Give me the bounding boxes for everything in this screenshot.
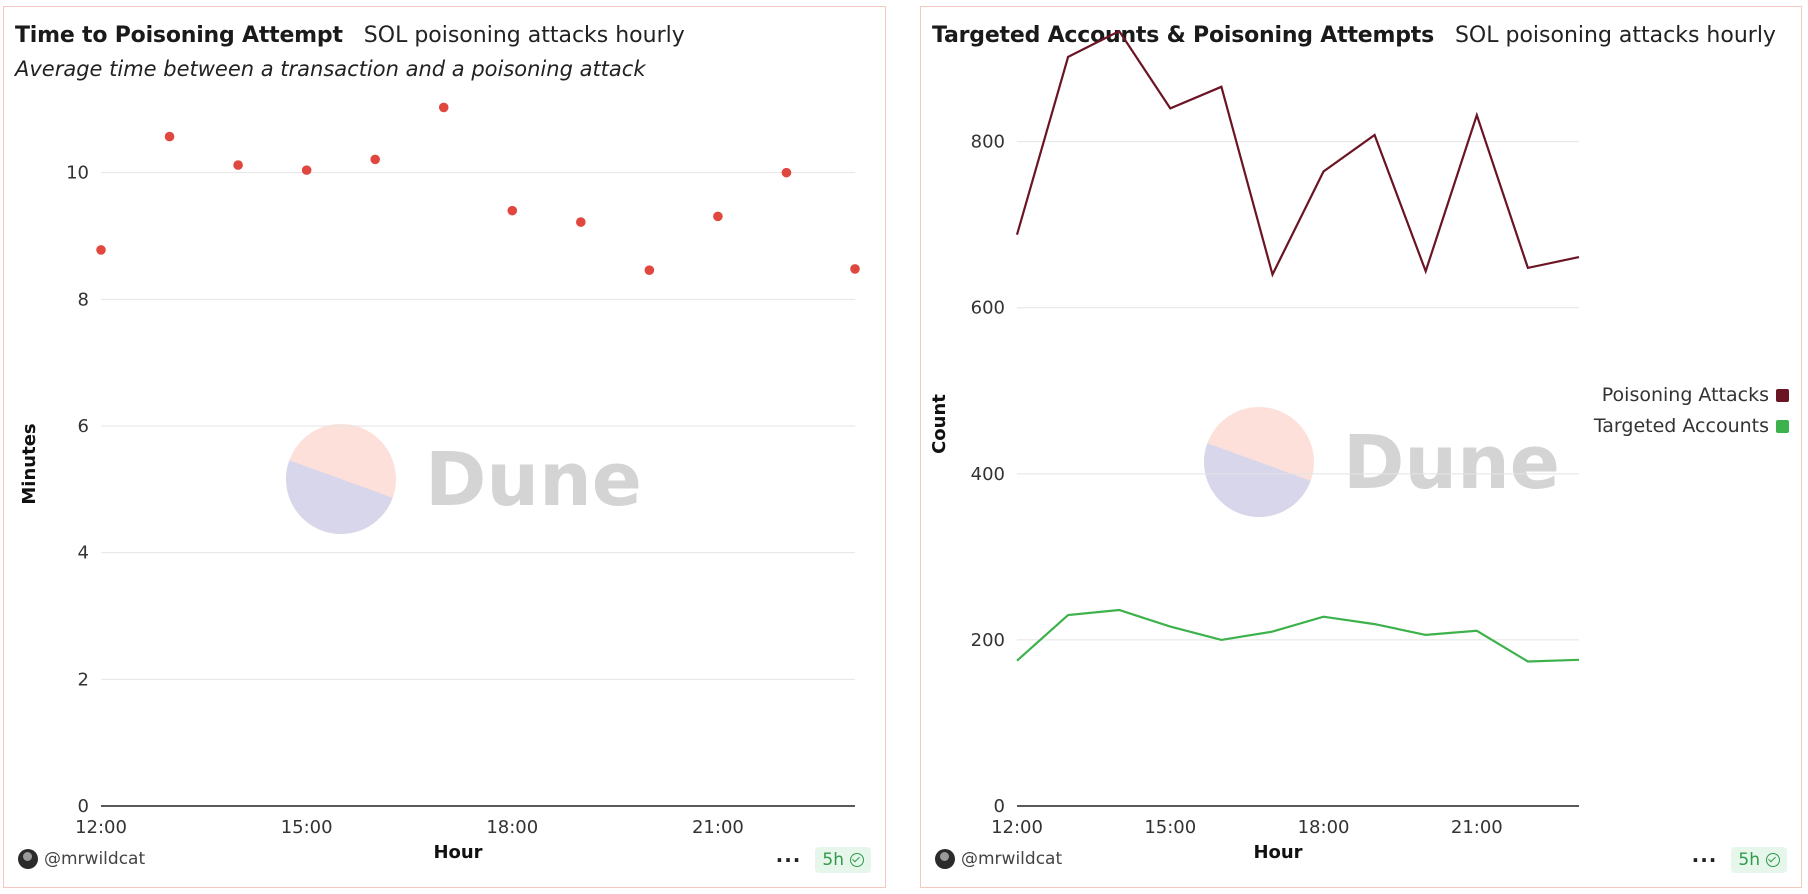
panel-actions: ··· 5h [1692,847,1787,873]
author-name[interactable]: @mrwildcat [44,849,146,869]
scatter-point [781,167,792,178]
y-tick-label: 8 [78,289,89,310]
y-tick-label: 10 [66,163,89,184]
scatter-point [96,245,106,255]
legend-label: Poisoning Attacks [1602,384,1769,406]
x-tick-label: 21:00 [692,817,744,838]
y-tick-label: 0 [994,796,1005,817]
watermark-slice [1204,443,1311,517]
x-tick-label: 18:00 [486,817,538,838]
author-credit[interactable]: @mrwildcat [935,849,1062,869]
series-line-poisoning-attacks [1015,29,1580,278]
panel-header: Time to Poisoning Attempt SOL poisoning … [15,23,685,48]
x-axis-title: Hour [1253,842,1302,863]
scatter-point [850,264,860,274]
legend-swatch [1776,389,1789,402]
panel-title: Time to Poisoning Attempt [15,23,343,48]
panel-description: Average time between a transaction and a… [15,57,646,81]
panel-title: Targeted Accounts & Poisoning Attempts [932,23,1434,48]
avatar [18,849,38,869]
chart-panel-targeted-accounts: Targeted Accounts & Poisoning Attempts S… [920,6,1802,888]
scatter-point [713,211,723,222]
scatter-point [507,205,518,216]
x-tick-label: 12:00 [75,817,127,838]
y-tick-label: 800 [971,132,1005,153]
x-tick-label: 12:00 [991,817,1043,838]
panel-actions: ··· 5h [776,847,871,873]
refresh-badge[interactable]: 5h [1731,847,1787,873]
x-tick-label: 21:00 [1451,817,1503,838]
author-name[interactable]: @mrwildcat [961,849,1063,869]
scatter-chart: Dune 0 2 4 6 8 10 12:00 15:00 18:00 21:00 Hour Minut… [19,102,860,863]
panel-header: Targeted Accounts & Poisoning Attempts S… [932,23,1776,48]
panel-subtitle: SOL poisoning attacks hourly [363,23,685,48]
author-credit[interactable]: @mrwildcat [18,849,145,869]
y-tick-label: 2 [78,669,89,690]
legend-label: Targeted Accounts [1593,415,1769,437]
watermark-slice [286,460,393,534]
panel-subtitle: SOL poisoning attacks hourly [1454,23,1776,48]
y-tick-label: 4 [78,543,89,564]
scatter-point [301,165,312,175]
scatter-point [370,154,380,165]
scatter-point [438,102,449,113]
y-tick-label: 6 [78,416,89,437]
watermark-text: Dune [1343,420,1560,506]
line-chart: Dune 0 200 400 600 800 12:00 15:00 18:00 21:00 Hou… [929,29,1789,863]
y-tick-label: 400 [971,464,1005,485]
watermark-text: Dune [425,437,642,523]
y-axis-title: Minutes [19,423,40,504]
more-dots-icon[interactable]: ··· [775,848,802,872]
legend-swatch [1776,420,1789,433]
y-tick-label: 600 [971,298,1005,319]
x-tick-label: 15:00 [1144,817,1196,838]
chart-panel-time-to-poisoning: Time to Poisoning Attempt SOL poisoning … [3,6,886,888]
refresh-badge[interactable]: 5h [815,847,871,873]
scatter-point [644,265,655,276]
y-tick-label: 0 [78,796,89,817]
scatter-point [233,160,243,170]
avatar [935,849,955,869]
more-dots-icon[interactable]: ··· [1691,848,1718,872]
scatter-point [164,131,175,142]
refresh-badge-label: 5h [822,850,844,870]
x-tick-label: 15:00 [281,817,333,838]
x-tick-label: 18:00 [1298,817,1350,838]
check-circle-icon [1766,853,1780,867]
y-axis-title: Count [929,394,950,454]
y-tick-label: 200 [971,630,1005,651]
check-circle-icon [850,853,864,867]
refresh-badge-label: 5h [1738,850,1760,870]
scatter-point [576,217,586,227]
series-line-targeted-accounts [1016,608,1580,663]
x-axis-title: Hour [433,842,482,863]
